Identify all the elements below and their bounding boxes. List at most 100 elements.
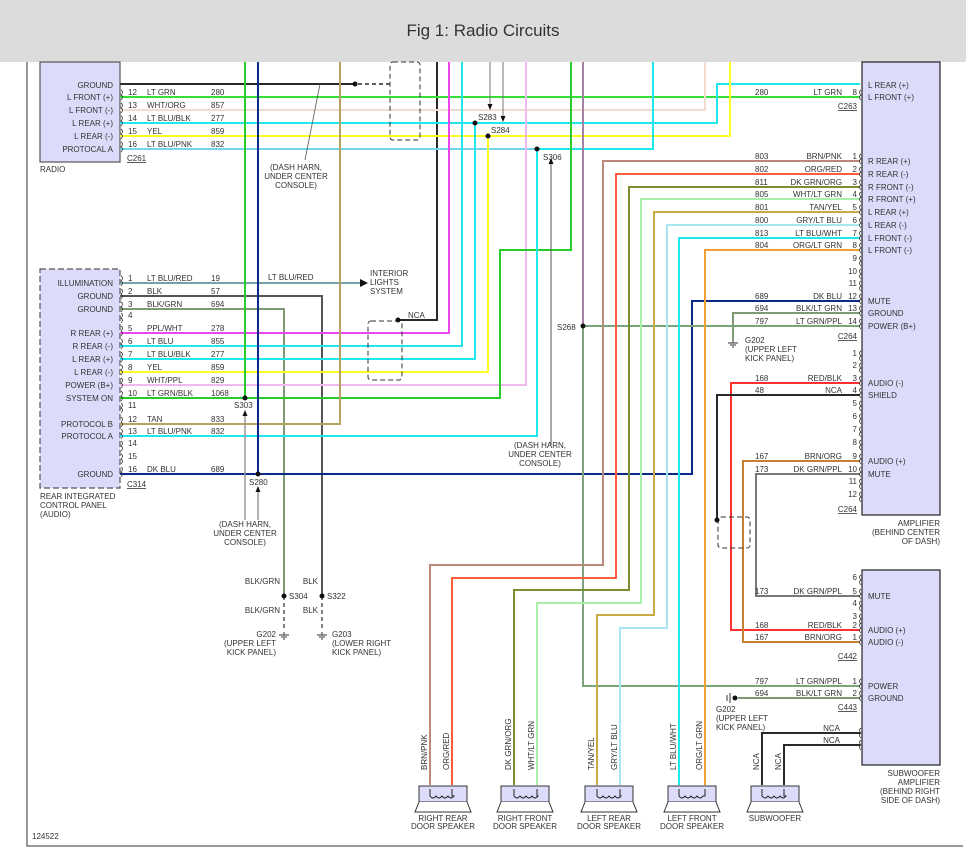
connector-id: C443: [838, 703, 858, 712]
pin-number: 12: [848, 292, 857, 301]
pin-number: 13: [128, 101, 137, 110]
splice-s304: [281, 593, 287, 599]
wire-color-label: WHT/LT GRN: [793, 190, 842, 199]
pin-function: ILLUMINATION: [58, 279, 114, 288]
pin-number: 6: [853, 412, 858, 421]
wire-277: [120, 123, 476, 360]
wire-color-label: DK BLU: [147, 465, 176, 474]
circuit-number: 802: [755, 165, 769, 174]
pin-function: L REAR (-): [868, 221, 907, 230]
connector-terminal-icon: [120, 416, 123, 428]
circuit-number: 57: [211, 287, 220, 296]
connector-terminal-icon: [859, 230, 862, 242]
dash-harn-note: UNDER CENTER: [264, 172, 328, 181]
pin-number: 12: [848, 490, 857, 499]
circuit-number: 280: [211, 88, 225, 97]
circuit-number: 168: [755, 374, 769, 383]
speaker-wire-label: WHT/LT GRN: [527, 721, 536, 770]
circuit-number: 694: [755, 304, 769, 313]
connector-terminal-icon: [859, 613, 862, 625]
wire-color-label: BLK/GRN: [147, 300, 182, 309]
splice-label: S303: [234, 401, 253, 410]
connector-terminal-icon: [120, 89, 123, 101]
wire-color-label: LT GRN/BLK: [147, 389, 194, 398]
speaker-name: RIGHT REAR: [418, 814, 467, 823]
connector-terminal-icon: [859, 413, 862, 425]
dash-harn-note: (DASH HARN,: [219, 520, 271, 529]
wire-color-label: LT BLU/RED: [268, 273, 314, 282]
circuit-number: 859: [211, 363, 225, 372]
connector-terminal-icon: [859, 727, 862, 739]
arrow-up-icon: [255, 486, 261, 492]
wire-color-label: PPL/WHT: [147, 324, 183, 333]
speaker-cone-icon: [414, 801, 472, 813]
wire-801: [596, 211, 860, 785]
pin-function: POWER (B+): [65, 381, 113, 390]
splice-s322: [319, 593, 325, 599]
pin-number: 9: [128, 376, 133, 385]
pin-function: L FRONT (+): [67, 93, 113, 102]
pin-function: R REAR (-): [868, 170, 909, 179]
module-name: AMPLIFIER: [898, 519, 940, 528]
ground-location: (UPPER LEFT: [224, 639, 276, 648]
wire-833: [120, 62, 341, 425]
speaker-cone-icon: [663, 801, 721, 813]
speaker-coil-icon: [761, 789, 788, 799]
connector-terminal-icon: [120, 402, 123, 414]
circuit-number: 829: [211, 376, 225, 385]
pin-function: L FRONT (-): [69, 106, 113, 115]
module-name: REAR INTEGRATED: [40, 492, 116, 501]
pin-number: 1: [853, 633, 858, 642]
connector-terminal-icon: [859, 478, 862, 490]
circuit-number: 694: [755, 689, 769, 698]
ground-id: G202: [745, 336, 765, 345]
ground-location: KICK PANEL): [745, 354, 795, 363]
module-name: SIDE OF DASH): [881, 796, 940, 805]
connector-terminal-icon: [859, 268, 862, 280]
pin-number: 1: [128, 274, 133, 283]
connector-terminal-icon: [859, 179, 862, 191]
connector-terminal-icon: [120, 364, 123, 376]
wire-804: [704, 249, 860, 785]
circuit-number: 278: [211, 324, 225, 333]
pin-number: 12: [128, 415, 137, 424]
pin-number: 2: [853, 165, 858, 174]
wire-color-label: NCA: [823, 724, 841, 733]
connector-terminal-icon: [859, 739, 862, 751]
wire-color-label: BLK/GRN: [245, 606, 280, 615]
circuit-number: 48: [755, 386, 764, 395]
connector-terminal-icon: [120, 338, 123, 350]
wire-color-label: LT BLU/BLK: [147, 114, 191, 123]
ground-location: KICK PANEL): [332, 648, 382, 657]
circuit-number: 859: [211, 127, 225, 136]
wire-color-label: LT GRN: [147, 88, 176, 97]
circuit-number: 167: [755, 633, 769, 642]
pin-function: GROUND: [77, 470, 113, 479]
dash-harn-note: CONSOLE): [275, 181, 317, 190]
wire-color-label: BLK/GRN: [245, 577, 280, 586]
connector-terminal-icon: [859, 678, 862, 690]
dash-harn-note: UNDER CENTER: [213, 529, 277, 538]
connector-id: C261: [127, 154, 147, 163]
pin-number: 2: [853, 361, 858, 370]
splice-label: S306: [543, 153, 562, 162]
pin-function: L FRONT (-): [868, 246, 912, 255]
connector-terminal-icon: [859, 690, 862, 702]
pin-function: R FRONT (+): [868, 195, 916, 204]
circuit-number: 694: [211, 300, 225, 309]
speaker-name: DOOR SPEAKER: [411, 822, 475, 831]
figure-title: Fig 1: Radio Circuits: [406, 21, 560, 40]
wire-167: [742, 460, 860, 643]
pin-function: GROUND: [868, 309, 904, 318]
connector-terminal-icon: [859, 634, 862, 646]
ground-location: KICK PANEL): [716, 723, 766, 732]
pin-function: MUTE: [868, 592, 891, 601]
connector-terminal-icon: [859, 387, 862, 399]
ground-location: KICK PANEL): [227, 648, 277, 657]
speaker-icon: [500, 785, 550, 803]
pin-number: 10: [128, 389, 137, 398]
connector-terminal-icon: [120, 466, 123, 478]
circuit-number: 1068: [211, 389, 229, 398]
wire-color-label: BRN/ORG: [805, 633, 842, 642]
dash-harn-note: CONSOLE): [224, 538, 266, 547]
